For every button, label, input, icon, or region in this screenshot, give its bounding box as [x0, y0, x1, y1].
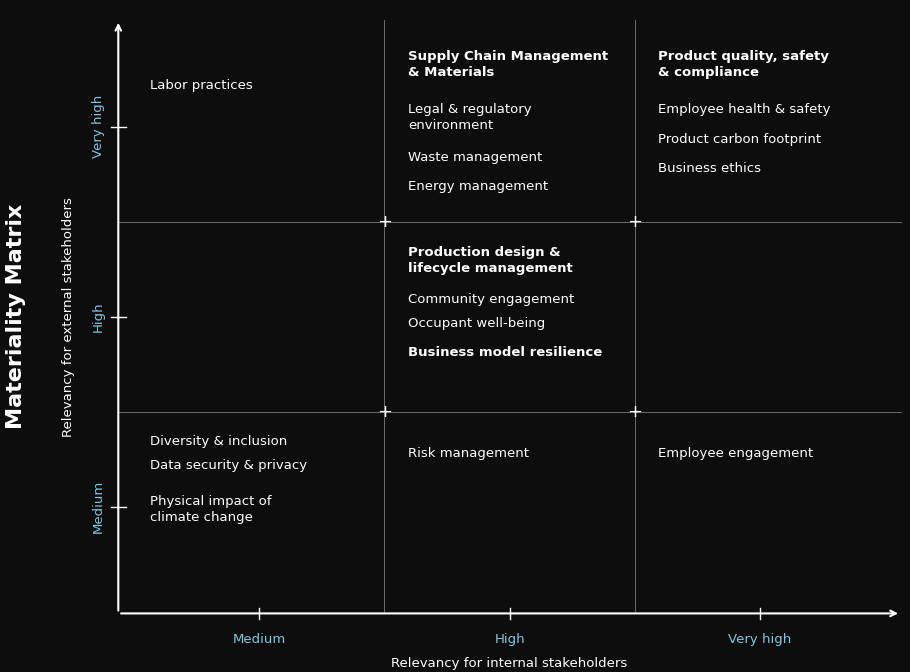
Text: Business model resilience: Business model resilience [408, 346, 602, 360]
Text: Medium: Medium [233, 634, 286, 646]
Text: Legal & regulatory
environment: Legal & regulatory environment [408, 103, 531, 132]
Text: Diversity & inclusion: Diversity & inclusion [149, 435, 287, 448]
Text: Employee health & safety: Employee health & safety [658, 103, 831, 116]
Text: High: High [92, 302, 105, 332]
Text: Relevancy for external stakeholders: Relevancy for external stakeholders [62, 197, 75, 437]
Text: Materiality Matrix: Materiality Matrix [6, 204, 26, 429]
Text: Employee engagement: Employee engagement [658, 448, 814, 460]
Text: Very high: Very high [728, 634, 792, 646]
Text: Relevancy for internal stakeholders: Relevancy for internal stakeholders [391, 657, 628, 670]
Text: Data security & privacy: Data security & privacy [149, 459, 307, 472]
Text: High: High [494, 634, 525, 646]
Text: Risk management: Risk management [408, 448, 529, 460]
Text: Supply Chain Management
& Materials: Supply Chain Management & Materials [408, 50, 608, 79]
Text: Product quality, safety
& compliance: Product quality, safety & compliance [658, 50, 829, 79]
Text: Energy management: Energy management [408, 180, 548, 194]
Text: +: + [377, 403, 392, 421]
Text: Product carbon footprint: Product carbon footprint [658, 133, 822, 146]
Text: Waste management: Waste management [408, 151, 542, 163]
Text: +: + [627, 213, 642, 230]
Text: +: + [627, 403, 642, 421]
Text: Physical impact of
climate change: Physical impact of climate change [149, 495, 271, 523]
Text: Occupant well-being: Occupant well-being [408, 317, 545, 330]
Text: Community engagement: Community engagement [408, 293, 574, 306]
Text: Labor practices: Labor practices [149, 79, 252, 92]
Text: Medium: Medium [92, 480, 105, 533]
Text: +: + [377, 213, 392, 230]
Text: Production design &
lifecycle management: Production design & lifecycle management [408, 245, 572, 274]
Text: Business ethics: Business ethics [658, 163, 762, 175]
Text: Very high: Very high [92, 95, 105, 159]
